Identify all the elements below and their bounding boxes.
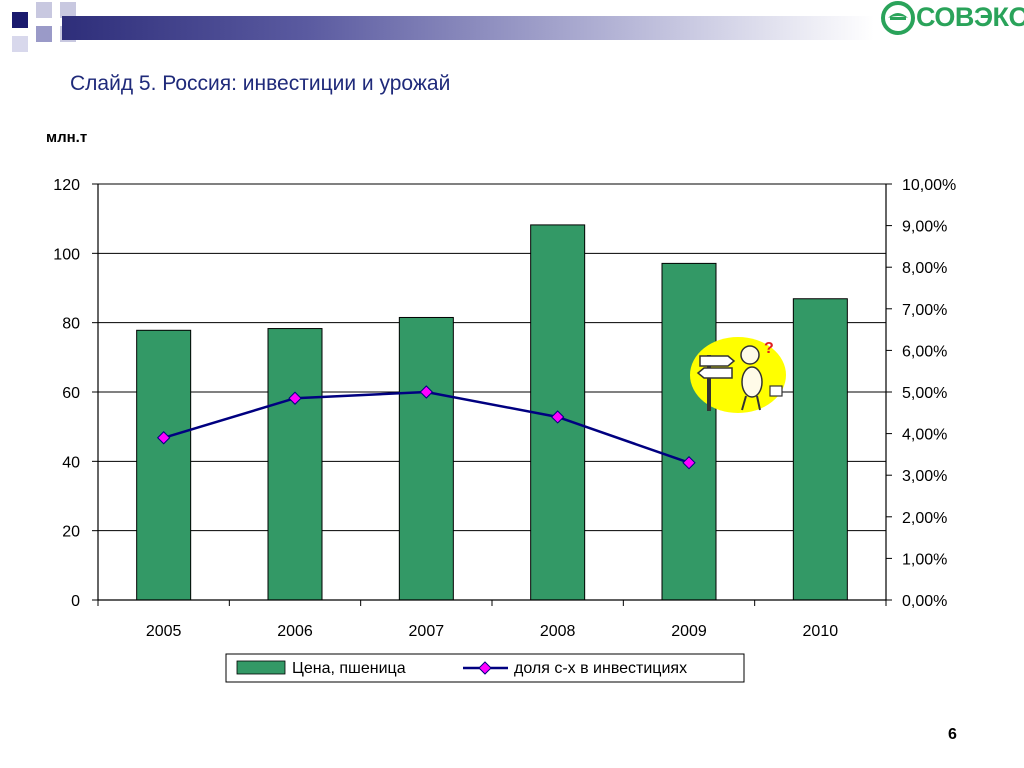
x-tick-label: 2007 bbox=[409, 623, 445, 640]
series-marker bbox=[288, 391, 302, 405]
right-tick-label: 5,00% bbox=[902, 385, 947, 402]
sovecon-logo-icon bbox=[881, 1, 915, 35]
left-tick-label: 60 bbox=[62, 385, 80, 402]
left-tick-label: 80 bbox=[62, 316, 80, 333]
bar bbox=[792, 298, 848, 601]
series-marker bbox=[550, 410, 565, 424]
x-tick-label: 2010 bbox=[803, 623, 839, 640]
slide-title: Слайд 5. Россия: инвестиции и урожай bbox=[70, 72, 451, 95]
right-tick-label: 8,00% bbox=[902, 260, 947, 277]
right-tick-label: 10,00% bbox=[902, 177, 956, 194]
series-marker bbox=[682, 456, 696, 470]
header-bar bbox=[62, 16, 874, 40]
right-tick-label: 0,00% bbox=[902, 593, 947, 610]
bar bbox=[267, 328, 323, 601]
bar bbox=[398, 316, 454, 601]
right-tick-label: 3,00% bbox=[902, 468, 947, 485]
bar bbox=[136, 329, 192, 601]
right-tick-label: 2,00% bbox=[902, 510, 947, 527]
x-tick-label: 2005 bbox=[146, 623, 182, 640]
right-tick-label: 7,00% bbox=[902, 302, 947, 319]
x-tick-label: 2008 bbox=[540, 623, 576, 640]
slide-number: 6 bbox=[948, 726, 957, 743]
right-tick-label: 1,00% bbox=[902, 551, 947, 568]
left-tick-label: 0 bbox=[71, 593, 80, 610]
left-tick-label: 100 bbox=[53, 246, 80, 263]
left-tick-label: 40 bbox=[62, 454, 80, 471]
legend-marker bbox=[478, 661, 492, 675]
chart-legend: Цена, пшеница доля с-х в инвестициях bbox=[225, 653, 745, 683]
axis-labels: 0 20 40 60 80 100 120 2005 2006 2007 2008 2009 2010 0… bbox=[46, 129, 956, 640]
right-tick-label: 9,00% bbox=[902, 219, 947, 236]
logo-text: СОВЭКОН bbox=[916, 2, 1024, 32]
right-tick-label: 6,00% bbox=[902, 343, 947, 360]
left-axis-unit-label: млн.т bbox=[46, 129, 87, 146]
legend-label-bar: Цена, пшеница bbox=[292, 660, 406, 677]
legend-swatch-bar bbox=[236, 660, 286, 675]
bar bbox=[661, 262, 717, 601]
series-marker bbox=[156, 431, 171, 445]
right-tick-label: 4,00% bbox=[902, 427, 947, 444]
series-marker bbox=[419, 385, 434, 399]
x-tick-label: 2009 bbox=[671, 623, 707, 640]
left-tick-label: 20 bbox=[62, 524, 80, 541]
left-tick-label: 120 bbox=[53, 177, 80, 194]
legend-label-line: доля с-х в инвестициях bbox=[514, 660, 687, 677]
signpost-character-clipart: ? bbox=[690, 337, 786, 413]
line-series bbox=[156, 385, 696, 470]
x-tick-label: 2006 bbox=[277, 623, 313, 640]
chart-axes bbox=[92, 183, 892, 606]
svg-text:?: ? bbox=[764, 340, 774, 357]
